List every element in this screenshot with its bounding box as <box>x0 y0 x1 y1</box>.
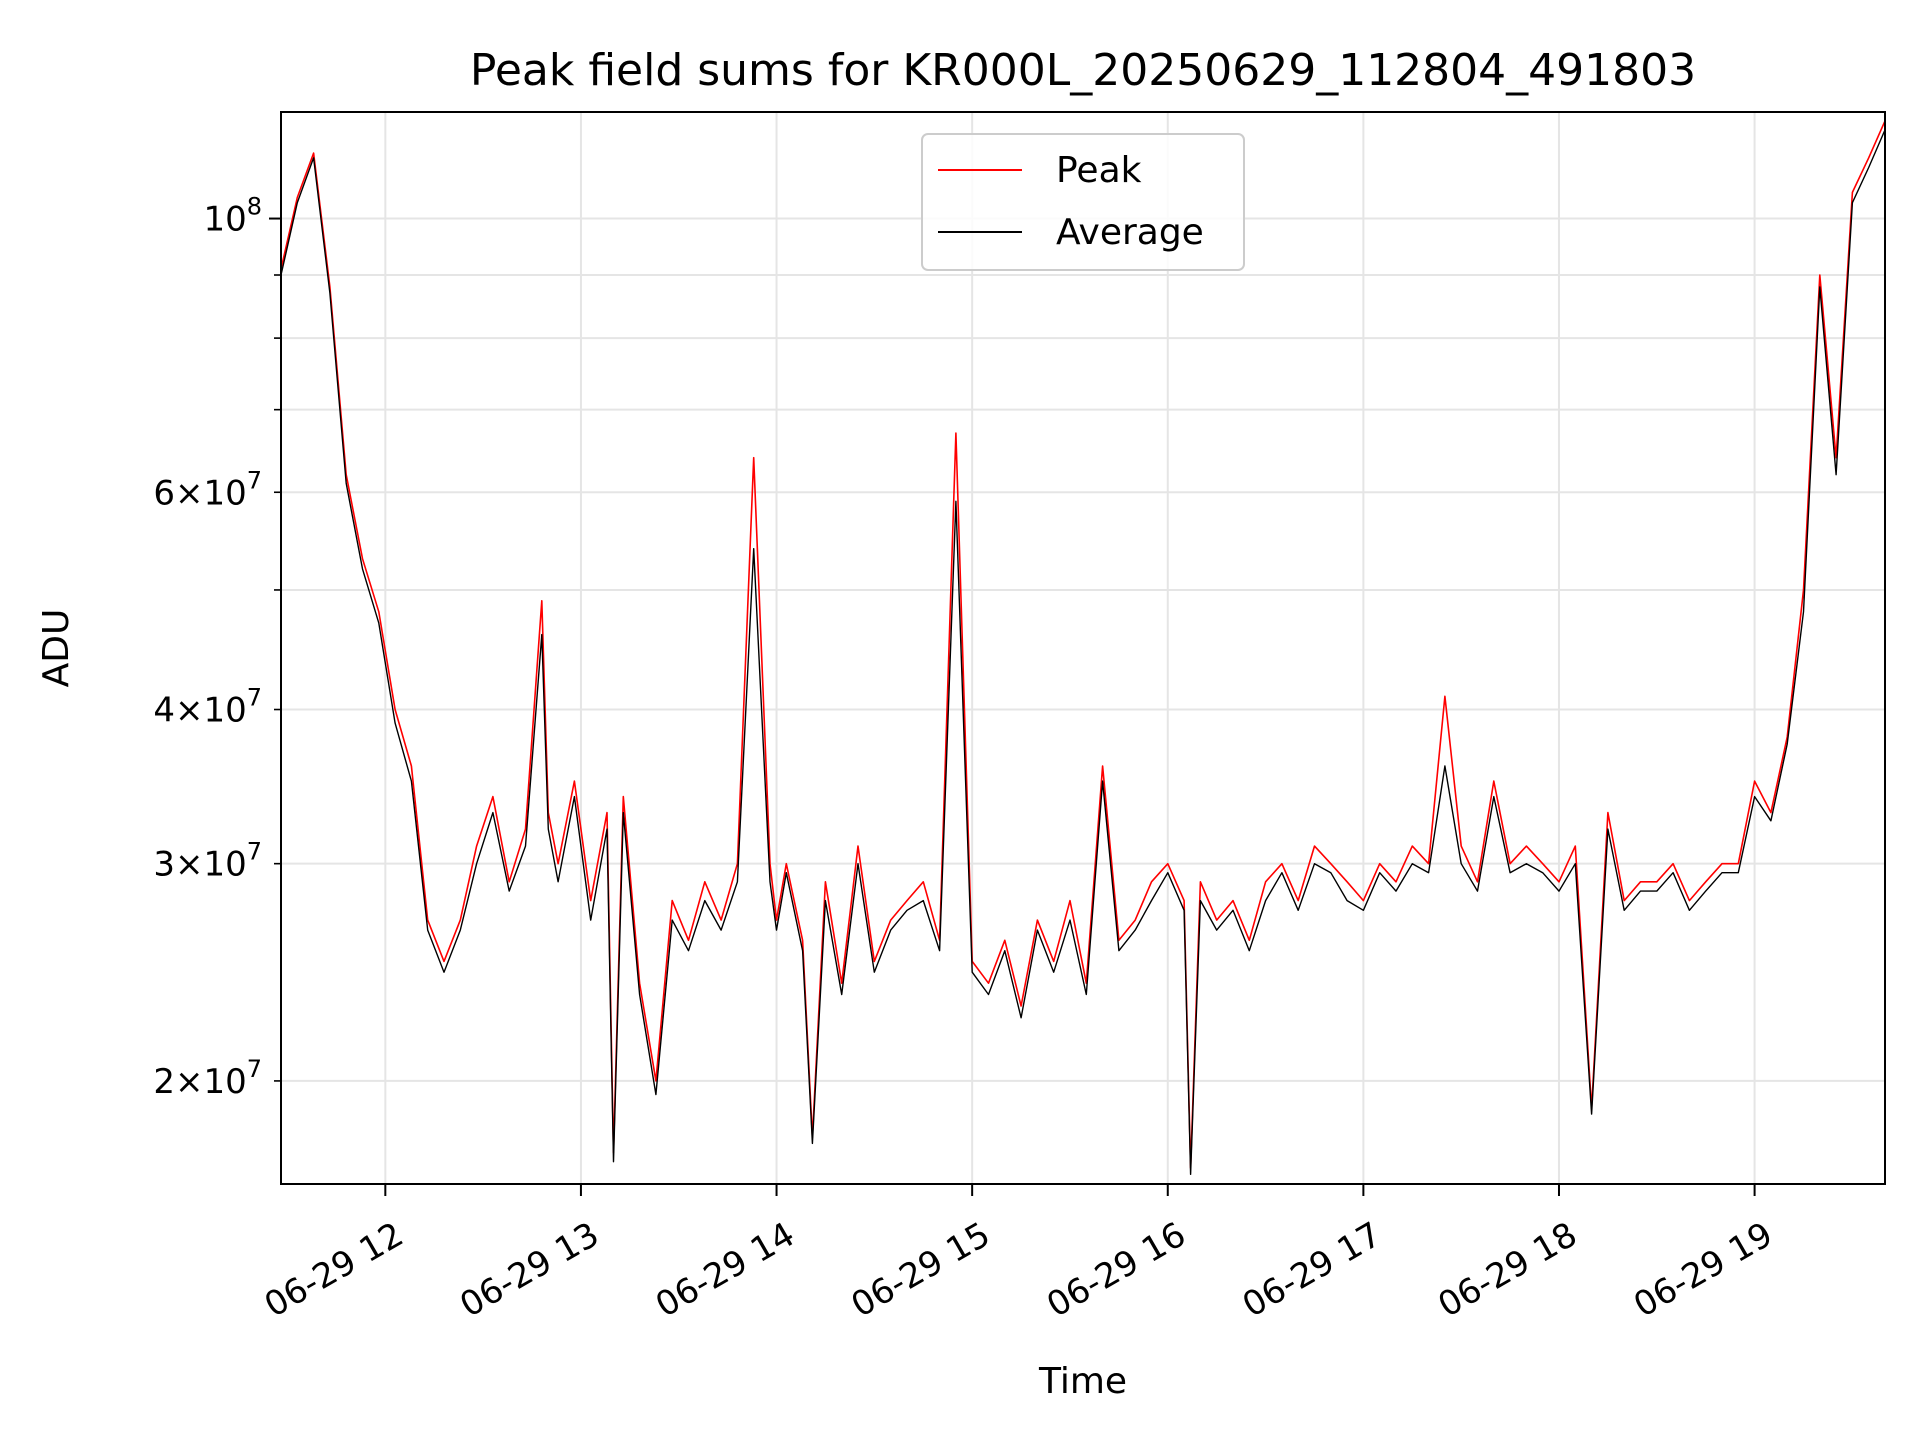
y-tick-label: 2×107 <box>153 1055 262 1102</box>
series-line-peak <box>281 120 1885 1169</box>
x-axis-label: Time <box>1038 1361 1127 1402</box>
chart-title: Peak field sums for KR000L_20250629_1128… <box>470 45 1696 96</box>
y-axis-label: ADU <box>36 609 77 688</box>
y-tick-label: 6×107 <box>153 466 262 513</box>
legend-box <box>921 133 1245 271</box>
y-tick-label: 3×107 <box>153 838 262 885</box>
legend-label-peak: Peak <box>1056 150 1142 191</box>
series-layer <box>281 120 1885 1176</box>
plot-area-frame <box>280 111 1886 1185</box>
y-tick-label: 4×107 <box>153 684 262 731</box>
legend-label-average: Average <box>1056 212 1204 253</box>
y-tick-label: 108 <box>203 193 262 240</box>
y-axis-ticks: 108 2×107 3×107 4×107 6×107 <box>153 193 281 1102</box>
legend: Peak Average <box>921 133 1245 271</box>
series-line-average <box>281 129 1885 1176</box>
